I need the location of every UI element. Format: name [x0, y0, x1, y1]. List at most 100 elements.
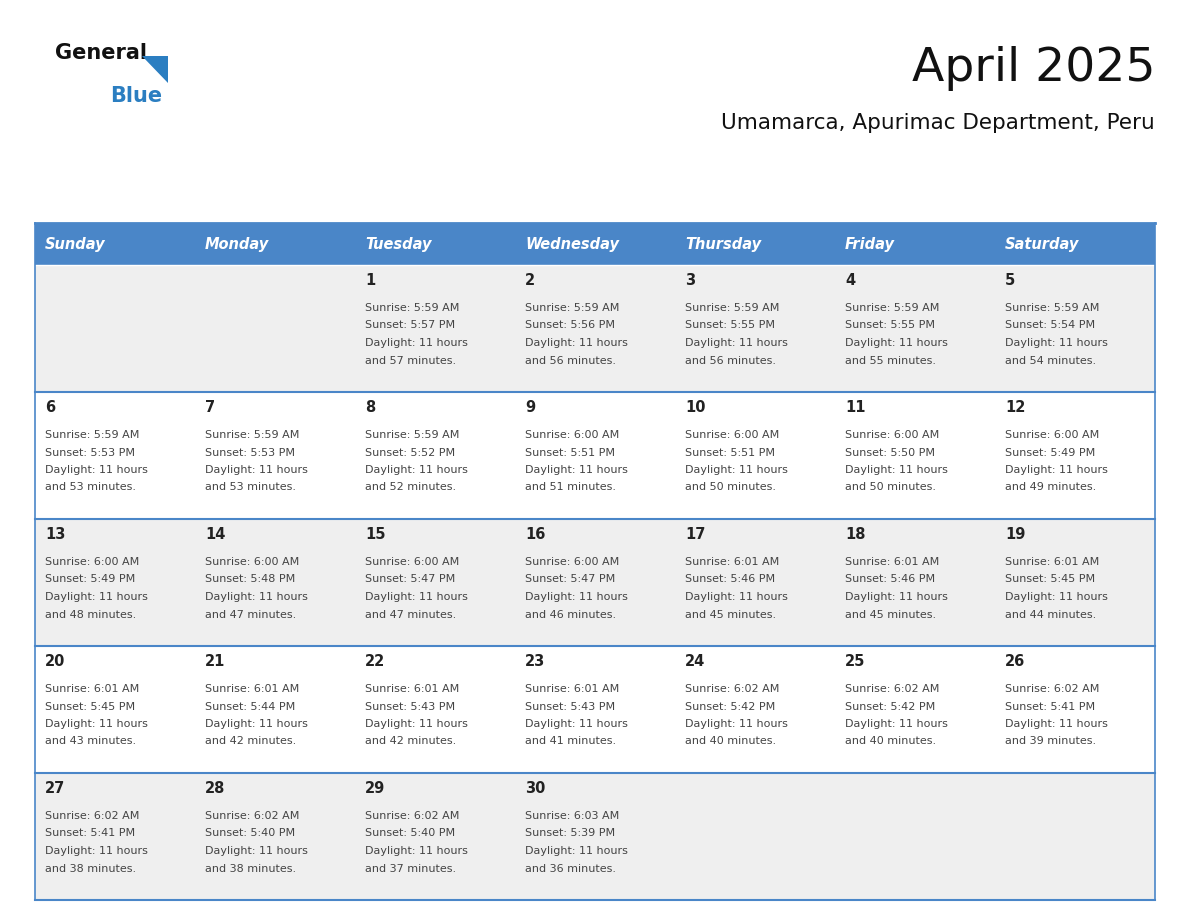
- Bar: [34, 223, 195, 265]
- Text: Daylight: 11 hours: Daylight: 11 hours: [845, 719, 948, 729]
- Bar: [34, 773, 195, 900]
- Text: Sunrise: 6:00 AM: Sunrise: 6:00 AM: [365, 557, 460, 567]
- Bar: [675, 265, 835, 392]
- Text: Sunset: 5:57 PM: Sunset: 5:57 PM: [365, 320, 455, 330]
- Text: Sunset: 5:40 PM: Sunset: 5:40 PM: [365, 829, 455, 838]
- Bar: [835, 646, 996, 773]
- Text: and 38 minutes.: and 38 minutes.: [206, 864, 296, 874]
- Text: Sunrise: 6:00 AM: Sunrise: 6:00 AM: [1005, 430, 1099, 440]
- Text: and 52 minutes.: and 52 minutes.: [365, 483, 456, 492]
- Text: 26: 26: [1005, 654, 1025, 669]
- Text: 11: 11: [845, 400, 866, 415]
- Bar: [355, 392, 516, 519]
- Bar: [34, 392, 195, 519]
- Text: Daylight: 11 hours: Daylight: 11 hours: [365, 465, 468, 475]
- Text: and 53 minutes.: and 53 minutes.: [206, 483, 296, 492]
- Text: Daylight: 11 hours: Daylight: 11 hours: [206, 719, 308, 729]
- Bar: [355, 223, 516, 265]
- Text: Sunset: 5:41 PM: Sunset: 5:41 PM: [45, 829, 135, 838]
- Text: Sunrise: 6:02 AM: Sunrise: 6:02 AM: [685, 684, 779, 694]
- Text: and 56 minutes.: and 56 minutes.: [685, 355, 776, 365]
- Text: Sunset: 5:46 PM: Sunset: 5:46 PM: [845, 575, 935, 585]
- Text: and 38 minutes.: and 38 minutes.: [45, 864, 137, 874]
- Text: Sunrise: 5:59 AM: Sunrise: 5:59 AM: [525, 303, 619, 313]
- Text: and 49 minutes.: and 49 minutes.: [1005, 483, 1097, 492]
- Text: and 54 minutes.: and 54 minutes.: [1005, 355, 1097, 365]
- Text: 15: 15: [365, 527, 385, 542]
- Text: Sunset: 5:54 PM: Sunset: 5:54 PM: [1005, 320, 1095, 330]
- Bar: [355, 773, 516, 900]
- Text: and 43 minutes.: and 43 minutes.: [45, 736, 137, 746]
- Bar: [835, 519, 996, 646]
- Text: and 47 minutes.: and 47 minutes.: [206, 610, 296, 620]
- Text: Monday: Monday: [206, 237, 270, 252]
- Text: 10: 10: [685, 400, 706, 415]
- Text: 13: 13: [45, 527, 65, 542]
- Text: and 40 minutes.: and 40 minutes.: [685, 736, 776, 746]
- Text: and 45 minutes.: and 45 minutes.: [845, 610, 936, 620]
- Text: Sunrise: 5:59 AM: Sunrise: 5:59 AM: [365, 303, 460, 313]
- Text: Sunset: 5:47 PM: Sunset: 5:47 PM: [525, 575, 615, 585]
- Bar: [675, 646, 835, 773]
- Text: Daylight: 11 hours: Daylight: 11 hours: [365, 846, 468, 856]
- Text: Daylight: 11 hours: Daylight: 11 hours: [685, 338, 788, 348]
- Text: Sunset: 5:45 PM: Sunset: 5:45 PM: [45, 701, 135, 711]
- Bar: [355, 646, 516, 773]
- Text: Daylight: 11 hours: Daylight: 11 hours: [525, 846, 628, 856]
- Text: Sunset: 5:42 PM: Sunset: 5:42 PM: [845, 701, 935, 711]
- Text: Daylight: 11 hours: Daylight: 11 hours: [1005, 719, 1108, 729]
- Text: 16: 16: [525, 527, 545, 542]
- Text: Daylight: 11 hours: Daylight: 11 hours: [365, 719, 468, 729]
- Bar: [675, 773, 835, 900]
- Text: Sunrise: 6:02 AM: Sunrise: 6:02 AM: [1005, 684, 1099, 694]
- Bar: [835, 773, 996, 900]
- Text: Daylight: 11 hours: Daylight: 11 hours: [685, 465, 788, 475]
- Text: Sunrise: 6:00 AM: Sunrise: 6:00 AM: [685, 430, 779, 440]
- Text: Umamarca, Apurimac Department, Peru: Umamarca, Apurimac Department, Peru: [721, 113, 1155, 133]
- Text: 17: 17: [685, 527, 706, 542]
- Text: Daylight: 11 hours: Daylight: 11 hours: [45, 846, 147, 856]
- Text: 7: 7: [206, 400, 215, 415]
- Text: Sunrise: 6:03 AM: Sunrise: 6:03 AM: [525, 811, 619, 821]
- Text: Sunset: 5:39 PM: Sunset: 5:39 PM: [525, 829, 615, 838]
- Text: Sunrise: 6:01 AM: Sunrise: 6:01 AM: [45, 684, 139, 694]
- Text: Wednesday: Wednesday: [525, 237, 619, 252]
- Text: Sunset: 5:55 PM: Sunset: 5:55 PM: [845, 320, 935, 330]
- Text: Sunrise: 6:02 AM: Sunrise: 6:02 AM: [845, 684, 940, 694]
- Bar: [195, 646, 355, 773]
- Text: Blue: Blue: [110, 86, 162, 106]
- Bar: [675, 223, 835, 265]
- Text: Sunrise: 5:59 AM: Sunrise: 5:59 AM: [365, 430, 460, 440]
- Text: General: General: [55, 43, 147, 63]
- Text: Sunset: 5:49 PM: Sunset: 5:49 PM: [45, 575, 135, 585]
- Text: Sunset: 5:56 PM: Sunset: 5:56 PM: [525, 320, 615, 330]
- Text: 22: 22: [365, 654, 385, 669]
- Text: Sunrise: 5:59 AM: Sunrise: 5:59 AM: [685, 303, 779, 313]
- Text: Sunset: 5:50 PM: Sunset: 5:50 PM: [845, 447, 935, 457]
- Text: Sunrise: 6:02 AM: Sunrise: 6:02 AM: [45, 811, 139, 821]
- Text: April 2025: April 2025: [911, 46, 1155, 91]
- Text: Sunday: Sunday: [45, 237, 106, 252]
- Text: 29: 29: [365, 781, 385, 796]
- Text: Sunset: 5:43 PM: Sunset: 5:43 PM: [365, 701, 455, 711]
- Bar: [996, 265, 1155, 392]
- Bar: [195, 519, 355, 646]
- Text: Sunset: 5:45 PM: Sunset: 5:45 PM: [1005, 575, 1095, 585]
- Text: and 48 minutes.: and 48 minutes.: [45, 610, 137, 620]
- Bar: [355, 265, 516, 392]
- Bar: [835, 223, 996, 265]
- Text: Sunset: 5:42 PM: Sunset: 5:42 PM: [685, 701, 776, 711]
- Bar: [355, 519, 516, 646]
- Text: Sunset: 5:49 PM: Sunset: 5:49 PM: [1005, 447, 1095, 457]
- Text: Daylight: 11 hours: Daylight: 11 hours: [1005, 465, 1108, 475]
- Text: Sunset: 5:41 PM: Sunset: 5:41 PM: [1005, 701, 1095, 711]
- Text: Sunrise: 6:00 AM: Sunrise: 6:00 AM: [525, 557, 619, 567]
- Text: 28: 28: [206, 781, 226, 796]
- Text: and 46 minutes.: and 46 minutes.: [525, 610, 617, 620]
- Text: Sunrise: 5:59 AM: Sunrise: 5:59 AM: [206, 430, 299, 440]
- Text: Sunset: 5:47 PM: Sunset: 5:47 PM: [365, 575, 455, 585]
- Text: Sunset: 5:53 PM: Sunset: 5:53 PM: [206, 447, 295, 457]
- Text: Sunrise: 6:00 AM: Sunrise: 6:00 AM: [525, 430, 619, 440]
- Text: 25: 25: [845, 654, 865, 669]
- Text: and 55 minutes.: and 55 minutes.: [845, 355, 936, 365]
